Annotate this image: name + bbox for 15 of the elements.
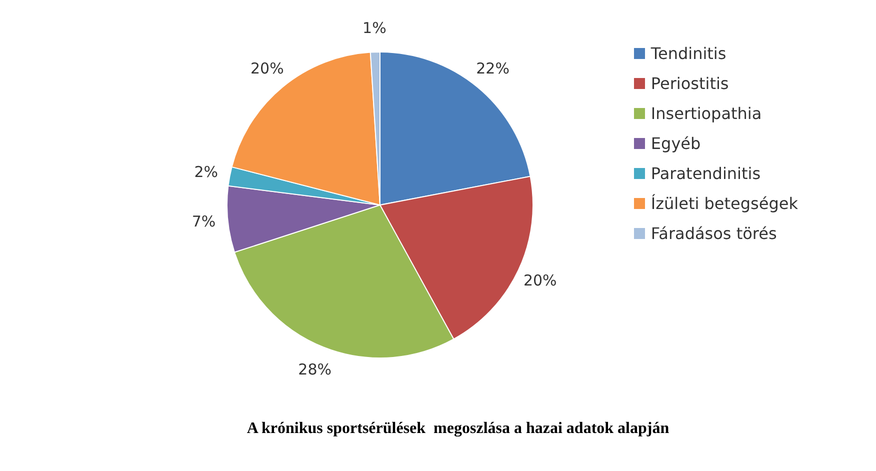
text: A krónikus sportsérülések megoszlása a hazai adatok alapján [246, 420, 670, 438]
data-label: 7% [192, 212, 216, 231]
legend-label: Tendinitis [650, 44, 726, 62]
data-label: 20% [250, 60, 284, 78]
data-label: 1% [362, 19, 386, 38]
legend-label: Ízületi betegségek [650, 194, 798, 212]
data-label: 20% [523, 271, 557, 290]
data-label: 22% [476, 60, 510, 78]
legend-label: Periostitis [650, 74, 729, 92]
legend-label: Egyéb [650, 134, 701, 152]
legend-label: Paratendinitis [650, 164, 761, 182]
data-label: 2% [194, 162, 218, 181]
legend-label: Fáradásos törés [650, 224, 777, 242]
legend-label: Insertiopathia [650, 104, 762, 122]
data-label: 28% [298, 360, 332, 379]
